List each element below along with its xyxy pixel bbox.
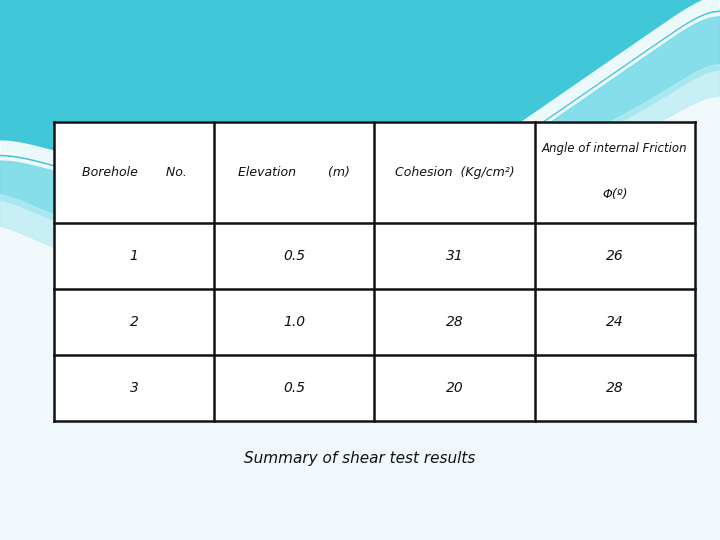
Text: 1.0: 1.0 (283, 315, 305, 329)
Text: Cohesion  (Kg/cm²): Cohesion (Kg/cm²) (395, 166, 514, 179)
Text: 1: 1 (130, 249, 138, 264)
Text: 28: 28 (446, 315, 464, 329)
Text: 31: 31 (446, 249, 464, 264)
Text: 0.5: 0.5 (283, 249, 305, 264)
Text: 2: 2 (130, 315, 138, 329)
Text: Φ(º): Φ(º) (602, 187, 627, 200)
Text: 0.5: 0.5 (283, 381, 305, 395)
Text: 3: 3 (130, 381, 138, 395)
Text: 28: 28 (606, 381, 624, 395)
Text: Elevation        (m): Elevation (m) (238, 166, 350, 179)
Text: Summary of shear test results: Summary of shear test results (244, 451, 476, 467)
Bar (54, 122, 695, 421)
Text: 24: 24 (606, 315, 624, 329)
Text: 26: 26 (606, 249, 624, 264)
Text: 20: 20 (446, 381, 464, 395)
Text: Borehole       No.: Borehole No. (81, 166, 186, 179)
Text: Angle of internal Friction: Angle of internal Friction (542, 141, 688, 154)
